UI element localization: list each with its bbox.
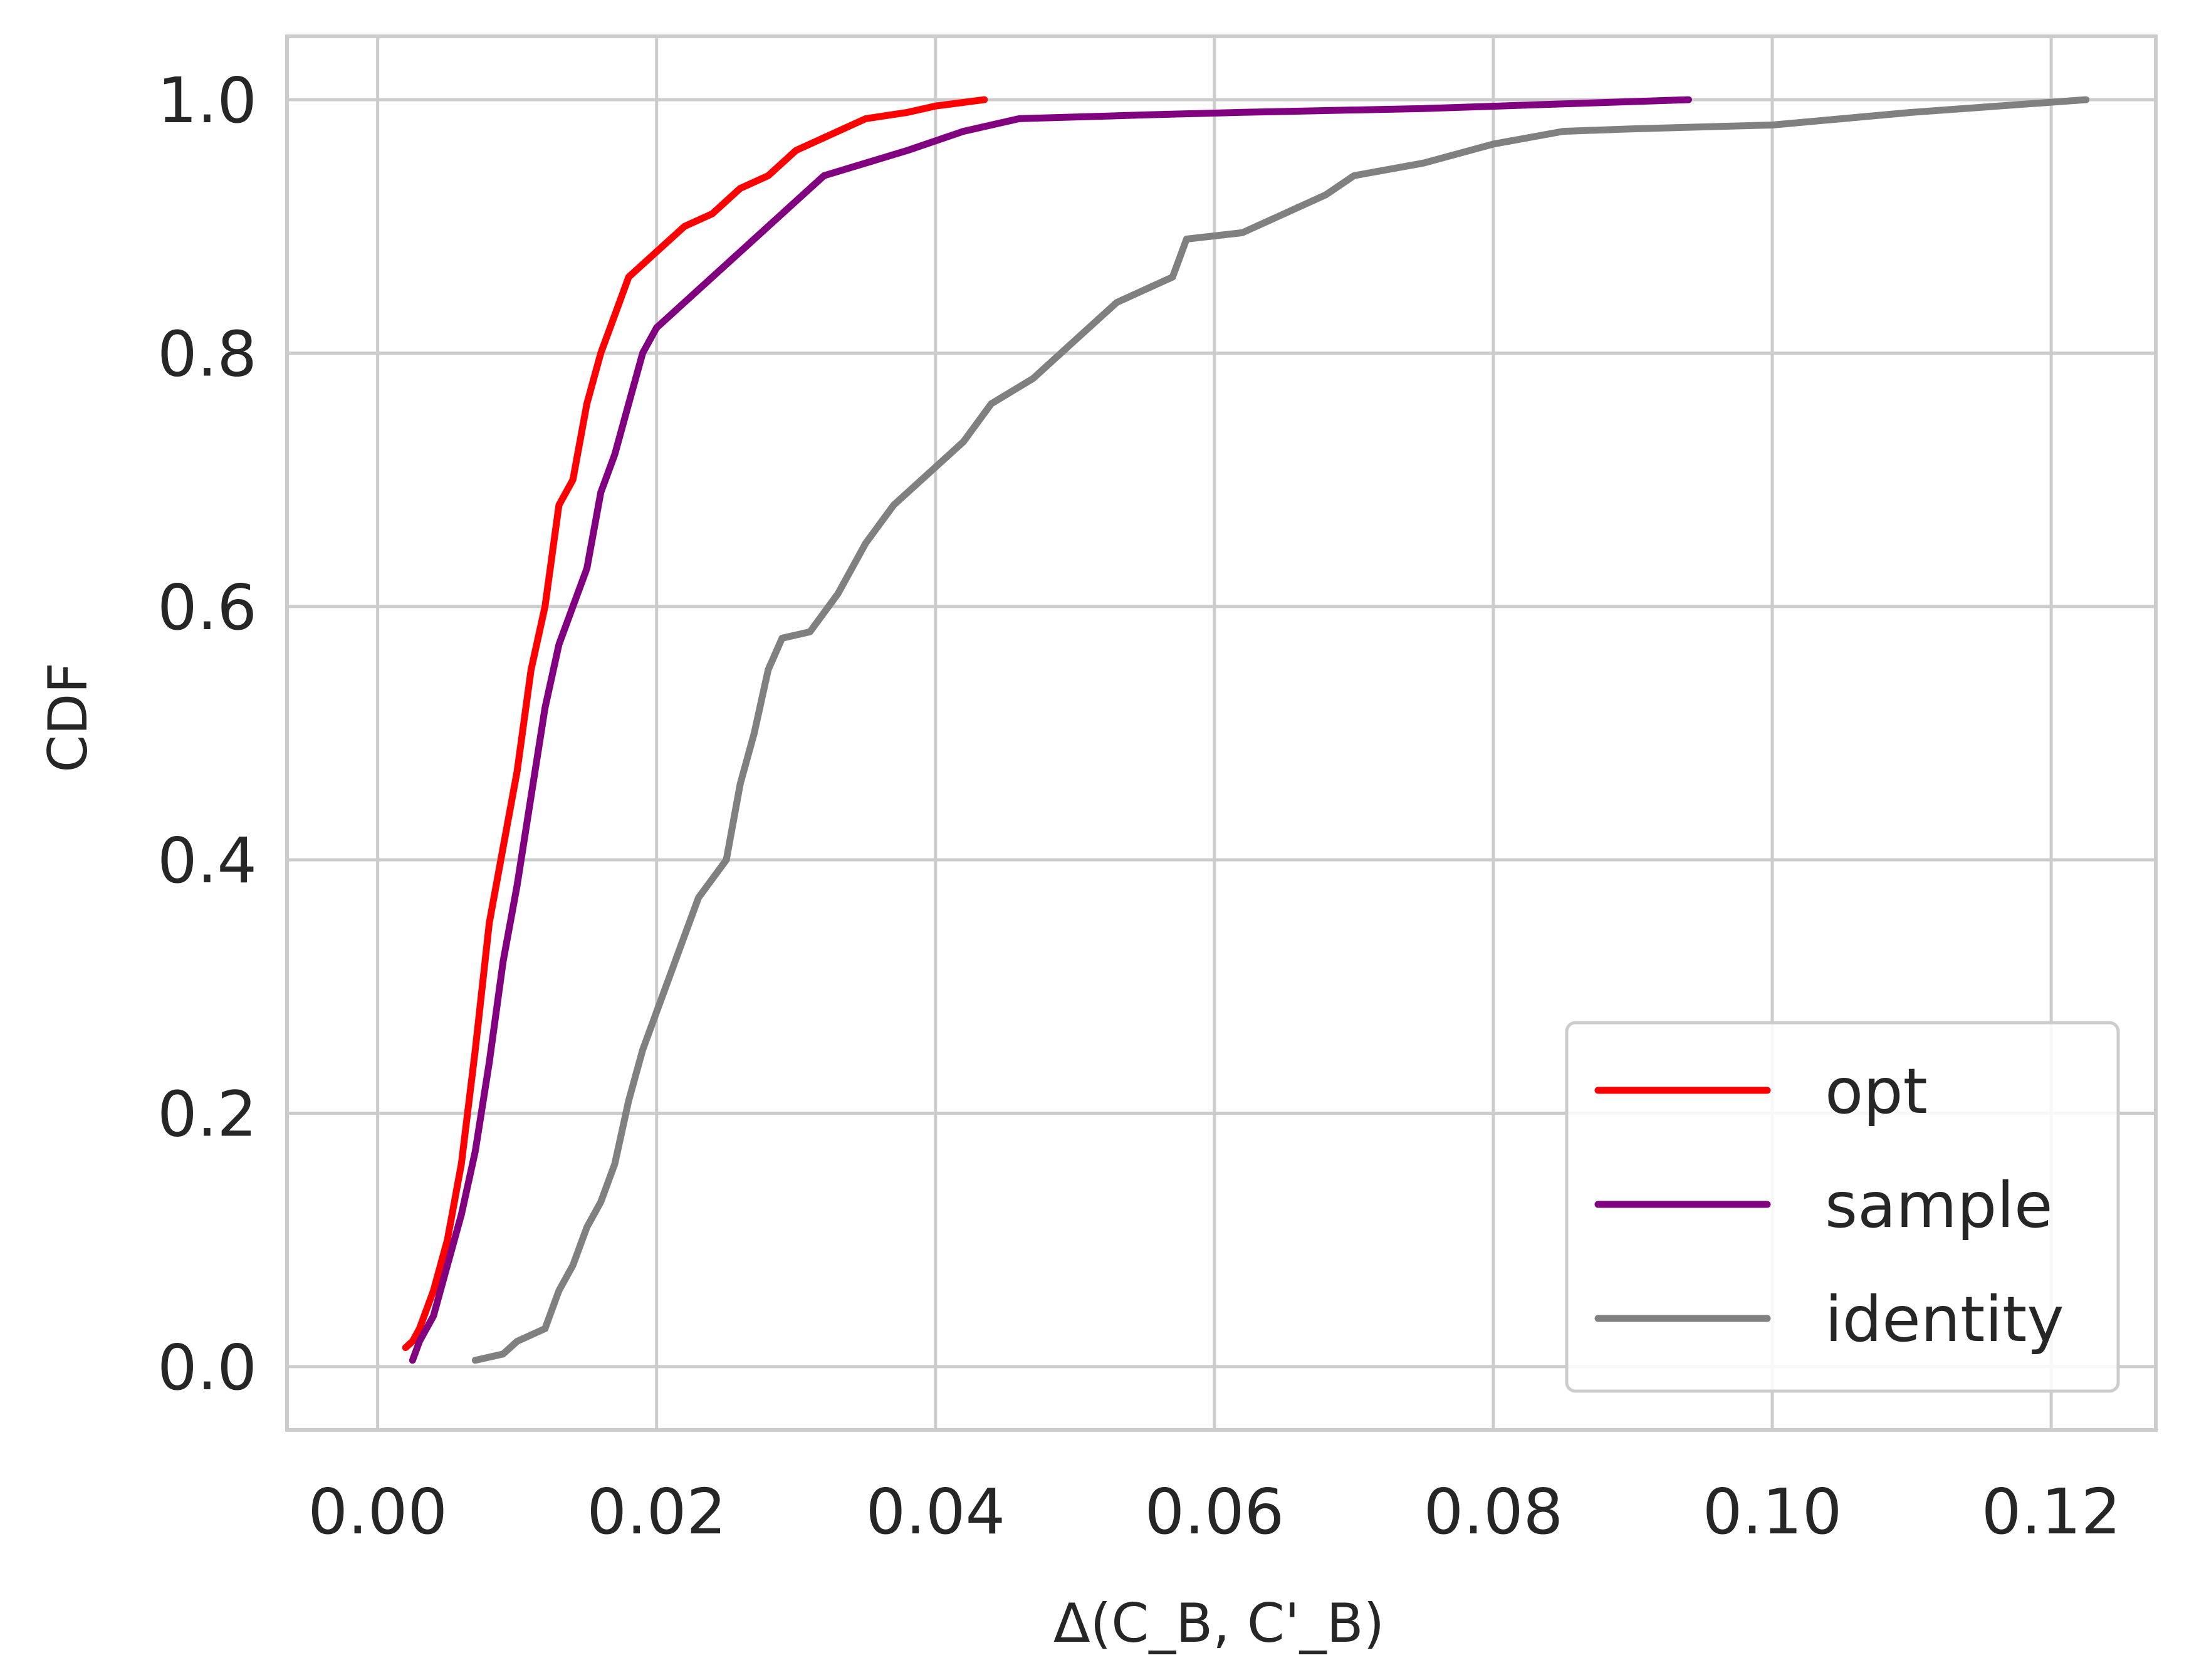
x-tick-label: 0.02 [587,1475,726,1548]
y-tick-label: 0.8 [157,317,257,390]
y-axis-label: CDF [37,662,100,773]
legend-label-sample: sample [1825,1169,2053,1242]
legend-label-identity: identity [1825,1283,2064,1356]
y-tick-label: 0.2 [157,1078,257,1151]
x-tick-label: 0.10 [1703,1475,1842,1548]
legend: opt sample identity [1565,1021,2120,1393]
x-tick-label: 0.12 [1982,1475,2121,1548]
y-tick-label: 0.6 [157,571,257,644]
series-line-sample [409,96,1692,1364]
series-lines [402,96,2090,1364]
x-tick-label: 0.04 [865,1475,1005,1548]
y-tick-labels: 0.0 0.2 0.4 0.6 0.8 1.0 [157,64,257,1404]
plot-frame [285,34,2158,1432]
legend-label-opt: opt [1825,1055,1928,1128]
y-tick-label: 0.4 [157,824,257,897]
series-line-opt [402,96,988,1352]
x-tick-label: 0.00 [308,1475,447,1548]
y-tick-label: 0.0 [157,1331,257,1404]
legend-items: opt sample identity [1594,1055,2064,1356]
x-axis-label: Δ(C_B, C'_B) [1053,1592,1384,1655]
series-line-identity [471,96,2090,1364]
legend-box [1565,1021,2120,1393]
x-tick-label: 0.08 [1424,1475,1564,1548]
x-tick-labels: 0.00 0.02 0.04 0.06 0.08 0.10 0.12 [308,1475,2121,1548]
x-tick-label: 0.06 [1145,1475,1285,1548]
y-tick-label: 1.0 [157,64,257,137]
